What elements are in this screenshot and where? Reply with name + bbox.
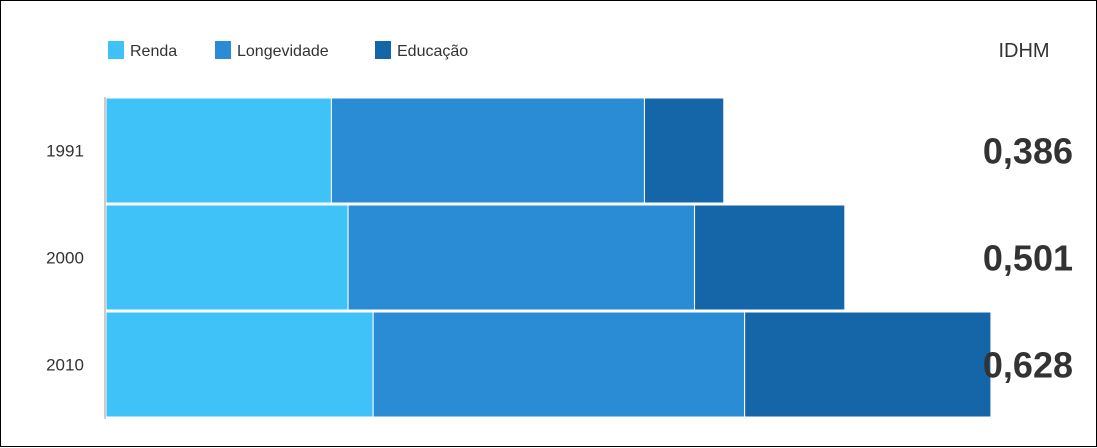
bar-longevidade-2000 [347,204,696,311]
legend-label-longevidade: Longevidade [237,43,329,60]
legend-label-renda: Renda [130,43,177,60]
bar-longevidade-1991 [330,97,645,204]
idhm-values: 0,386 0,501 0,628 [983,131,1073,386]
legend-swatch-longevidade [215,41,231,59]
bar-renda-1991 [105,97,332,204]
bar-renda-2010 [105,311,374,418]
bar-educação-2000 [694,204,846,311]
bar-educação-1991 [643,97,725,204]
bars [105,97,992,418]
legend-label-educação: Educação [397,43,468,60]
year-labels: 1991 2000 2010 [46,142,84,375]
bar-educação-2010 [744,311,992,418]
year-label-1991: 1991 [46,142,84,161]
year-label-2010: 2010 [46,356,84,375]
legend: Renda Longevidade Educação [108,41,468,60]
idhm-value-2010: 0,628 [983,345,1073,386]
legend-swatch-educação [375,41,391,59]
idhm-value-2000: 0,501 [983,238,1073,279]
idhm-value-1991: 0,386 [983,131,1073,172]
bar-longevidade-2010 [372,311,746,418]
legend-swatch-renda [108,41,124,59]
bar-renda-2000 [105,204,349,311]
idhm-header: IDHM [998,40,1049,62]
year-label-2000: 2000 [46,249,84,268]
